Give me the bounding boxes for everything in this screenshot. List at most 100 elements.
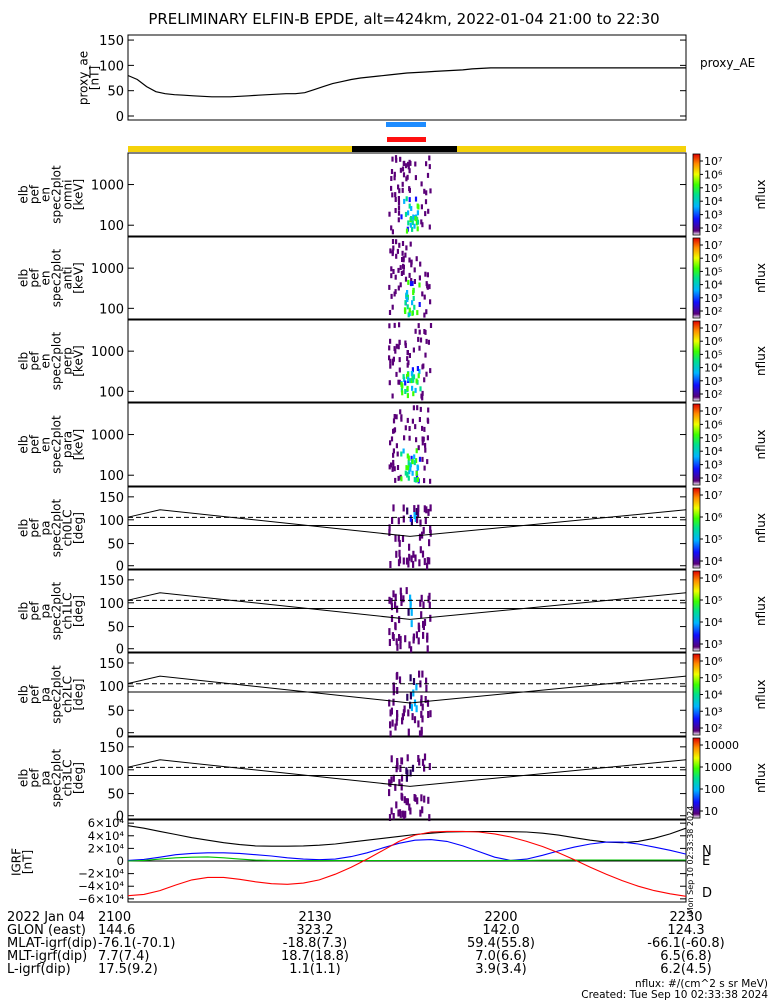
spec-pixel — [398, 322, 401, 328]
spec-pixel — [415, 473, 419, 479]
spec-pixel — [393, 346, 396, 352]
spec-pixel — [420, 181, 423, 187]
spec-pixel — [400, 783, 403, 791]
spec-pixel — [406, 417, 409, 423]
spec-pixel — [426, 172, 430, 178]
spec-pixel — [403, 376, 406, 382]
spec-pixel — [410, 620, 413, 628]
spec-pixel — [429, 188, 432, 194]
spec-pixel — [390, 755, 393, 763]
colorbar — [692, 153, 701, 236]
spec-tick-label: 100 — [99, 680, 124, 695]
spec-pixel — [390, 273, 393, 279]
spec-pixel — [391, 192, 394, 198]
ae-ylabel: proxy_ae[nT] — [77, 51, 102, 105]
spec-pixel — [408, 543, 411, 551]
spec-panel-ylabel-line: ch3LC — [61, 760, 75, 797]
spec-pixel — [404, 300, 407, 306]
colorbar-tick-label: 10⁵ — [704, 594, 722, 607]
footer-row-value: 323.2 — [296, 923, 333, 938]
spec-pixel — [420, 699, 423, 707]
colorbar-tick-label: 10⁶ — [704, 511, 723, 524]
spec-pixel — [389, 248, 392, 254]
spec-tick-label: 0 — [116, 560, 124, 575]
spec-pixel — [388, 524, 391, 532]
ae-tick-label: 100 — [99, 59, 124, 74]
footer-row-value: 3.9(3.4) — [475, 962, 527, 977]
colorbar-label: nflux — [754, 263, 768, 293]
spec-core-pixel — [405, 228, 409, 234]
spec-pixel — [407, 608, 410, 616]
colorbar-tick-label: 10⁵ — [704, 182, 722, 195]
spec-panel-ylabel-line: pef — [28, 684, 42, 704]
colorbar-tick-label: 10⁴ — [704, 616, 723, 629]
spec-pixel — [402, 448, 405, 454]
spec-pixel — [393, 427, 397, 433]
spec-pixel — [391, 229, 394, 235]
spec-pixel — [398, 188, 401, 194]
spec-pixel — [406, 798, 409, 806]
spec-panel-ylabel-line: [keV] — [72, 345, 86, 376]
spec-core-pixel — [406, 297, 409, 302]
spec-pixel — [406, 362, 409, 368]
spec-pixel — [414, 175, 417, 181]
spec-panel-frame — [127, 152, 687, 237]
spec-pixel — [410, 608, 413, 616]
spec-pixel — [407, 709, 410, 717]
spec-pixel — [396, 643, 399, 651]
spec-pixel — [394, 192, 397, 198]
spec-pixel — [406, 161, 410, 167]
spec-pixel — [416, 405, 419, 411]
spec-pixel — [393, 414, 396, 419]
spec-pixel — [411, 281, 414, 286]
spec-pixel — [418, 329, 421, 335]
spec-pixel — [425, 190, 428, 196]
spec-panel-ylabel-line: pef — [28, 351, 42, 371]
spec-pixel — [416, 366, 419, 371]
spec-pixel — [398, 242, 401, 248]
spec-pixel — [422, 601, 425, 609]
spec-pixel — [405, 587, 408, 595]
spec-pixel — [397, 344, 400, 350]
spec-pixel — [400, 416, 403, 422]
colorbar — [692, 237, 701, 319]
spec-pixel — [424, 696, 427, 703]
footer-note-created: Created: Tue Sep 10 02:33:38 2024 — [581, 989, 768, 1000]
spec-panel-ylabel-line: pef — [28, 768, 42, 788]
spec-pixel — [392, 463, 395, 469]
spec-pixel — [402, 709, 405, 717]
spec-core-pixel — [413, 454, 416, 460]
colorbar-label: nflux — [754, 596, 768, 626]
spec-pixel — [398, 357, 401, 363]
spec-core-pixel — [412, 290, 415, 295]
spec-pixel — [396, 710, 399, 717]
spec-pixel — [406, 350, 409, 355]
spec-pixel — [428, 539, 431, 547]
spec-core-pixel — [411, 375, 414, 381]
footer-row-value: 17.5(9.2) — [98, 962, 158, 977]
spec-pixel — [391, 466, 394, 472]
spec-core-pixel — [413, 460, 416, 466]
spec-pixel — [410, 555, 413, 563]
spec-pixel — [408, 186, 411, 192]
spec-pixel — [401, 257, 404, 262]
spec-core-pixel — [406, 290, 409, 295]
footer-row-value: -76.1(-70.1) — [98, 936, 175, 951]
spec-pixel — [418, 456, 422, 462]
spec-pixel — [428, 557, 431, 565]
spec-pixel — [398, 634, 401, 641]
spec-tick-label: 0 — [116, 643, 124, 658]
spec-pixel — [406, 754, 409, 762]
spec-pixel — [403, 796, 406, 804]
spec-pixel — [395, 638, 398, 646]
spec-pixel — [406, 693, 409, 701]
colorbar-tick-label: 10⁴ — [704, 279, 723, 292]
footer-row-value: 6.2(4.5) — [660, 962, 712, 977]
spec-pixel — [423, 478, 426, 484]
spec-pixel — [391, 719, 394, 727]
spec-pixel — [418, 417, 421, 422]
spec-panel-ylabel-line: en — [39, 354, 53, 369]
spec-core-pixel — [416, 219, 420, 225]
